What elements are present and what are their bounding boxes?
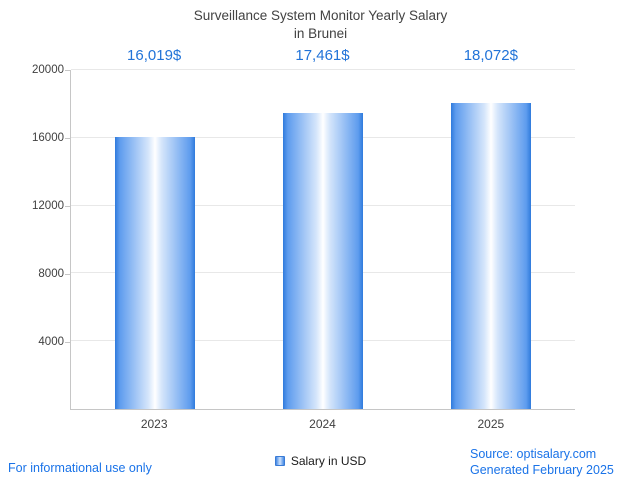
source-text: Source: optisalary.com — [470, 447, 597, 461]
bar-column — [71, 70, 239, 409]
bar-column — [239, 70, 407, 409]
chart-title: Surveillance System Monitor Yearly Salar… — [0, 7, 641, 43]
y-tick-label: 12000 — [32, 200, 64, 212]
gridline — [71, 69, 575, 70]
source-block: Source: optisalary.com Generated Februar… — [470, 446, 614, 478]
bar-2023 — [115, 137, 195, 409]
bar-2025 — [451, 102, 531, 409]
y-axis-tick — [65, 70, 70, 71]
bar-column — [407, 70, 575, 409]
y-tick-label: 20000 — [32, 64, 64, 76]
legend-label: Salary in USD — [290, 454, 367, 468]
y-tick-label: 4000 — [38, 336, 64, 348]
plot-area — [70, 69, 575, 410]
legend: Salary in USD — [0, 454, 641, 468]
y-tick-label: 16000 — [32, 132, 64, 144]
value-label: 17,461$ — [295, 47, 350, 64]
y-tick-label: 8000 — [38, 268, 64, 280]
legend-swatch-icon — [274, 456, 285, 466]
y-axis-tick — [65, 274, 70, 275]
generated-text: Generated February 2025 — [470, 463, 614, 477]
chart-title-line2: in Brunei — [293, 25, 348, 41]
x-tick-label: 2024 — [309, 417, 336, 431]
disclaimer-text: For informational use only — [8, 461, 152, 475]
bar-2024 — [283, 113, 363, 409]
x-axis-labels: 2023 2024 2025 — [70, 417, 575, 433]
x-tick-label: 2023 — [140, 417, 168, 431]
chart-title-line1: Surveillance System Monitor Yearly Salar… — [193, 8, 448, 23]
bars-row — [71, 70, 575, 409]
value-labels-row: 16,019$ 17,461$ 18,072$ — [70, 47, 575, 67]
value-label: 18,072$ — [463, 47, 518, 64]
value-label: 16,019$ — [127, 47, 182, 64]
y-axis-tick — [65, 138, 70, 139]
y-axis-tick — [65, 342, 70, 343]
x-tick-label: 2025 — [477, 417, 505, 431]
y-axis-tick — [65, 206, 70, 207]
